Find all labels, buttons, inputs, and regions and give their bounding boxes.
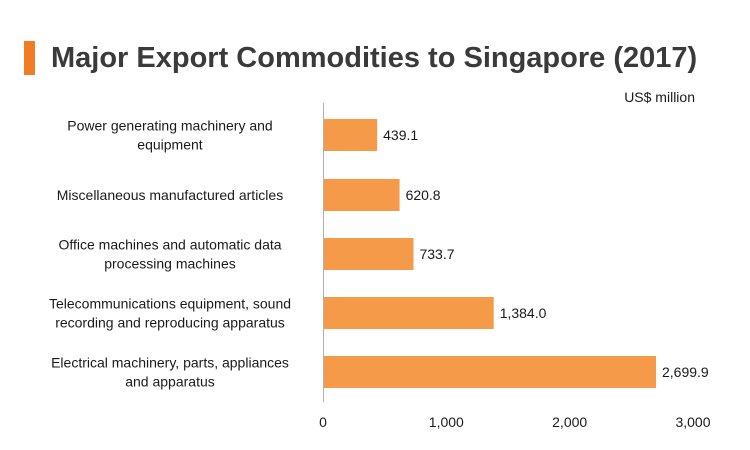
category-label-line: Miscellaneous manufactured articles	[57, 187, 283, 203]
bar-value-label: 733.7	[419, 246, 454, 262]
chart-title: Major Export Commodities to Singapore (2…	[51, 41, 698, 74]
bar-value-label: 439.1	[383, 127, 418, 143]
category-label: Office machines and automatic data proces…	[58, 237, 281, 272]
category-label: Power generating machinery and equipment	[67, 118, 272, 153]
bar	[324, 238, 414, 270]
chart-title-block: Major Export Commodities to Singapore (2…	[24, 41, 697, 75]
category-label-line: Electrical machinery, parts, appliances	[51, 355, 289, 371]
bar-value-label: 1,384.0	[500, 305, 547, 321]
x-tick-label: 3,000	[675, 414, 710, 430]
unit-label: US$ million	[624, 89, 695, 105]
title-accent-bar	[24, 41, 35, 75]
bar	[324, 297, 494, 329]
bar	[324, 119, 378, 151]
category-label: Miscellaneous manufactured articles	[57, 187, 283, 203]
category-label-line: Telecommunications equipment, sound	[49, 296, 291, 312]
bar	[324, 356, 656, 388]
category-label-line: and apparatus	[125, 374, 215, 390]
category-label: Telecommunications equipment, sound recor…	[49, 296, 291, 331]
category-label-line: Power generating machinery and	[67, 118, 272, 134]
bar-value-label: 2,699.9	[662, 364, 709, 380]
x-tick-label: 1,000	[429, 414, 464, 430]
category-label-line: processing machines	[104, 256, 236, 272]
category-label-line: recording and reproducing apparatus	[55, 315, 285, 331]
category-label-line: Office machines and automatic data	[58, 237, 281, 253]
category-label-line: equipment	[137, 137, 202, 153]
category-label: Electrical machinery, parts, appliances a…	[51, 355, 289, 390]
x-tick-label: 2,000	[552, 414, 587, 430]
bar	[324, 179, 400, 211]
x-tick-label: 0	[319, 414, 327, 430]
bar-value-label: 620.8	[406, 187, 441, 203]
